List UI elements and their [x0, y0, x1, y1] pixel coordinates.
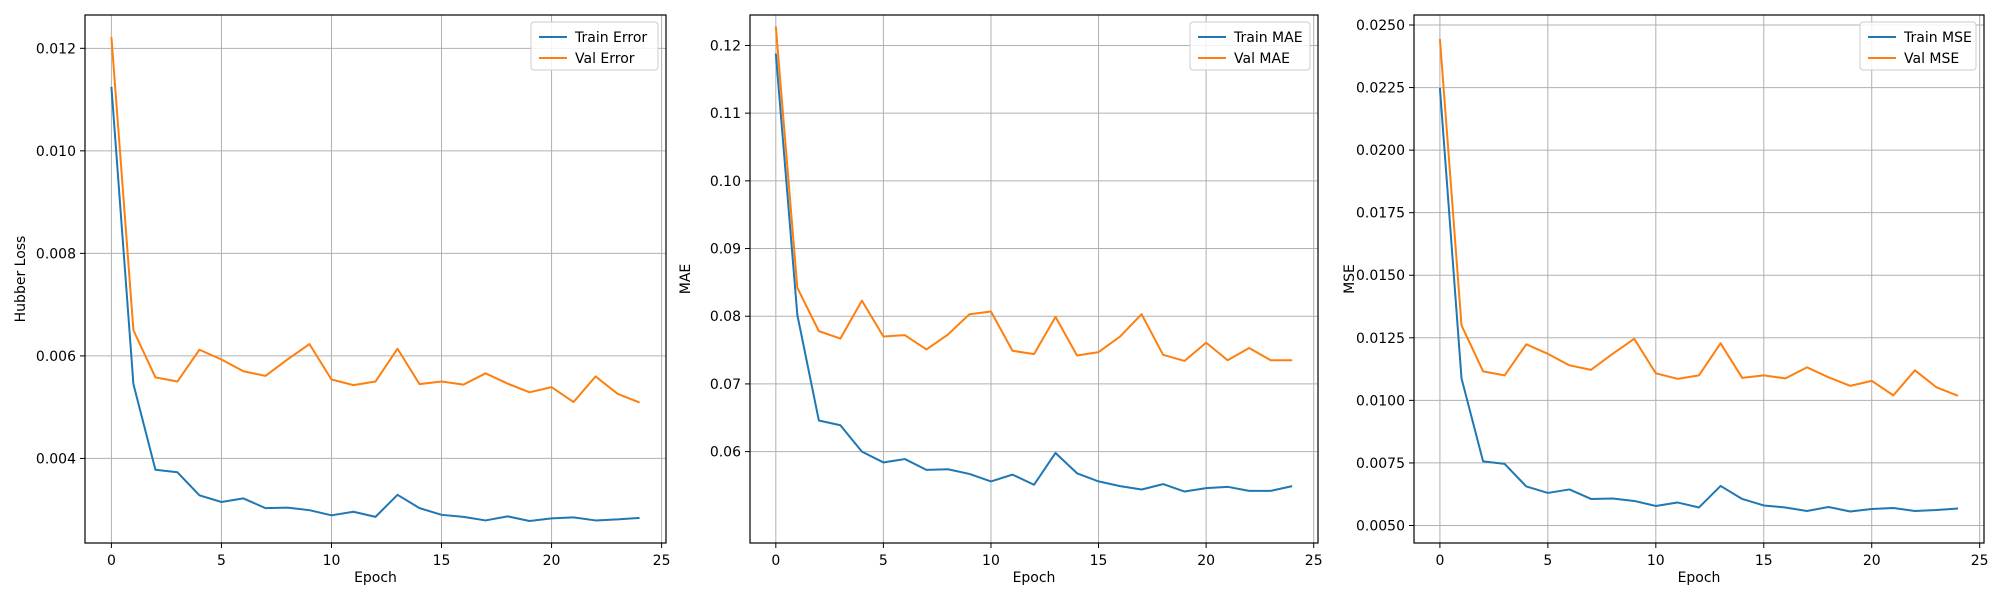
x-tick-label: 25	[653, 553, 671, 569]
x-tick-label: 20	[543, 553, 561, 569]
y-tick-label: 0.006	[36, 349, 76, 365]
x-tick-label: 15	[1090, 553, 1108, 569]
y-tick-label: 0.004	[36, 451, 76, 467]
legend: Train MAE Val MAE	[1189, 21, 1311, 71]
y-tick-label: 0.012	[36, 41, 76, 57]
y-axis-title: MAE	[678, 264, 694, 295]
y-tick-label: 0.0200	[1356, 143, 1405, 159]
y-tick-label: 0.08	[710, 309, 741, 325]
y-axis-title: MSE	[1342, 264, 1358, 294]
series-line-train-error	[110, 86, 640, 522]
y-tick-label: 0.0125	[1356, 331, 1405, 347]
y-tick-label: 0.09	[710, 242, 741, 258]
legend: Train Error Val Error	[530, 21, 659, 71]
y-tick-label: 0.12	[710, 38, 741, 54]
x-tick-label: 0	[107, 553, 116, 569]
x-axis-title: Epoch	[1678, 570, 1721, 586]
axes-frame	[84, 14, 667, 544]
legend: Train MSE Val MSE	[1859, 21, 1977, 71]
x-tick-label: 5	[1543, 553, 1552, 569]
legend-label: Val MSE	[1904, 51, 1959, 67]
legend-label: Train MAE	[1233, 30, 1303, 46]
y-tick-label: 0.07	[710, 377, 741, 393]
x-tick-label: 10	[323, 553, 341, 569]
y-tick-label: 0.0100	[1356, 393, 1405, 409]
legend-label: Val Error	[575, 51, 635, 67]
series-line-val-mse	[1438, 38, 1959, 397]
x-tick-label: 10	[1647, 553, 1665, 569]
x-tick-label: 15	[433, 553, 451, 569]
x-tick-label: 20	[1863, 553, 1881, 569]
chart-panel-1: 0 5 10 15 20 25 0.004 0.006 0.008 0.010 0.012 Epoch…	[13, 14, 671, 586]
y-tick-label: 0.008	[36, 246, 76, 262]
axes-frame	[1413, 14, 1985, 544]
chart-panel-2: 0 5 10 15 20 25 0.06 0.07 0.08 0.09 0.10 0.11 0.12 Ep…	[678, 14, 1323, 586]
y-axis-title: Hubber Loss	[13, 236, 29, 323]
x-tick-label: 15	[1755, 553, 1773, 569]
x-tick-label: 25	[1305, 553, 1323, 569]
x-tick-label: 10	[982, 553, 1000, 569]
x-tick-label: 5	[217, 553, 226, 569]
series-line-val-mae	[774, 26, 1293, 362]
y-tick-label: 0.0050	[1356, 518, 1405, 534]
x-tick-label: 0	[771, 553, 780, 569]
series-line-train-mse	[1438, 87, 1959, 513]
x-axis-title: Epoch	[1013, 570, 1056, 586]
x-tick-label: 20	[1197, 553, 1215, 569]
series-line-val-error	[110, 36, 640, 404]
x-tick-label: 25	[1971, 553, 1989, 569]
legend-label: Train Error	[574, 30, 647, 46]
legend-label: Val MAE	[1234, 51, 1290, 67]
x-tick-label: 5	[879, 553, 888, 569]
x-tick-label: 0	[1435, 553, 1444, 569]
y-tick-label: 0.0150	[1356, 268, 1405, 284]
y-tick-label: 0.010	[36, 144, 76, 160]
y-tick-label: 0.0225	[1356, 81, 1405, 97]
axes-frame	[749, 14, 1319, 544]
x-axis-title: Epoch	[354, 570, 397, 586]
y-tick-label: 0.10	[710, 174, 741, 190]
series-line-train-mae	[774, 53, 1293, 493]
y-tick-label: 0.06	[710, 445, 741, 461]
chart-panel-3: 0 5 10 15 20 25 0.0050 0.0075 0.0100 0.0125 0.0150…	[1342, 14, 1989, 586]
y-tick-label: 0.0075	[1356, 456, 1405, 472]
y-tick-label: 0.11	[710, 106, 741, 122]
y-tick-label: 0.0175	[1356, 206, 1405, 222]
legend-label: Train MSE	[1903, 30, 1972, 46]
y-tick-label: 0.0250	[1356, 18, 1405, 34]
